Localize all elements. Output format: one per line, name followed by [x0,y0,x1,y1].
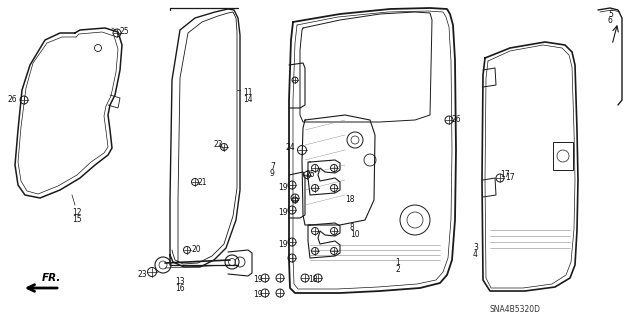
Text: 10: 10 [350,230,360,239]
Text: 14: 14 [243,95,253,104]
Text: 6: 6 [608,16,613,25]
Text: 19: 19 [278,208,287,217]
Text: SNA4B5320D: SNA4B5320D [490,305,541,314]
Text: 25: 25 [305,170,315,179]
Text: 11: 11 [243,88,253,97]
Text: 2: 2 [395,265,400,274]
Text: 18: 18 [308,275,317,284]
Text: 19: 19 [253,275,262,284]
Text: 1: 1 [395,258,400,267]
Text: 20: 20 [192,245,202,254]
Text: 19: 19 [278,240,287,249]
Text: 5: 5 [608,10,613,19]
Bar [553,142,573,170]
Text: 21: 21 [198,178,207,187]
Text: 13: 13 [175,277,184,286]
Text: 26: 26 [7,95,17,104]
Text: 4: 4 [473,250,478,259]
Text: 26: 26 [452,115,461,124]
Text: 17: 17 [505,173,515,182]
Text: 12: 12 [72,208,81,217]
Text: 9: 9 [270,169,275,178]
Text: 16: 16 [175,284,184,293]
Text: 19: 19 [253,290,262,299]
Text: 22: 22 [214,140,223,149]
Text: 25: 25 [120,27,130,36]
Text: 8: 8 [350,223,355,232]
Text: 17: 17 [500,170,509,179]
Text: 7: 7 [270,162,275,171]
Text: 23: 23 [138,270,148,279]
Text: 3: 3 [473,243,478,252]
Text: 19: 19 [278,183,287,192]
Text: FR.: FR. [42,273,61,283]
Text: 24: 24 [285,143,294,152]
Text: 18: 18 [345,195,355,204]
Text: 15: 15 [72,215,82,224]
